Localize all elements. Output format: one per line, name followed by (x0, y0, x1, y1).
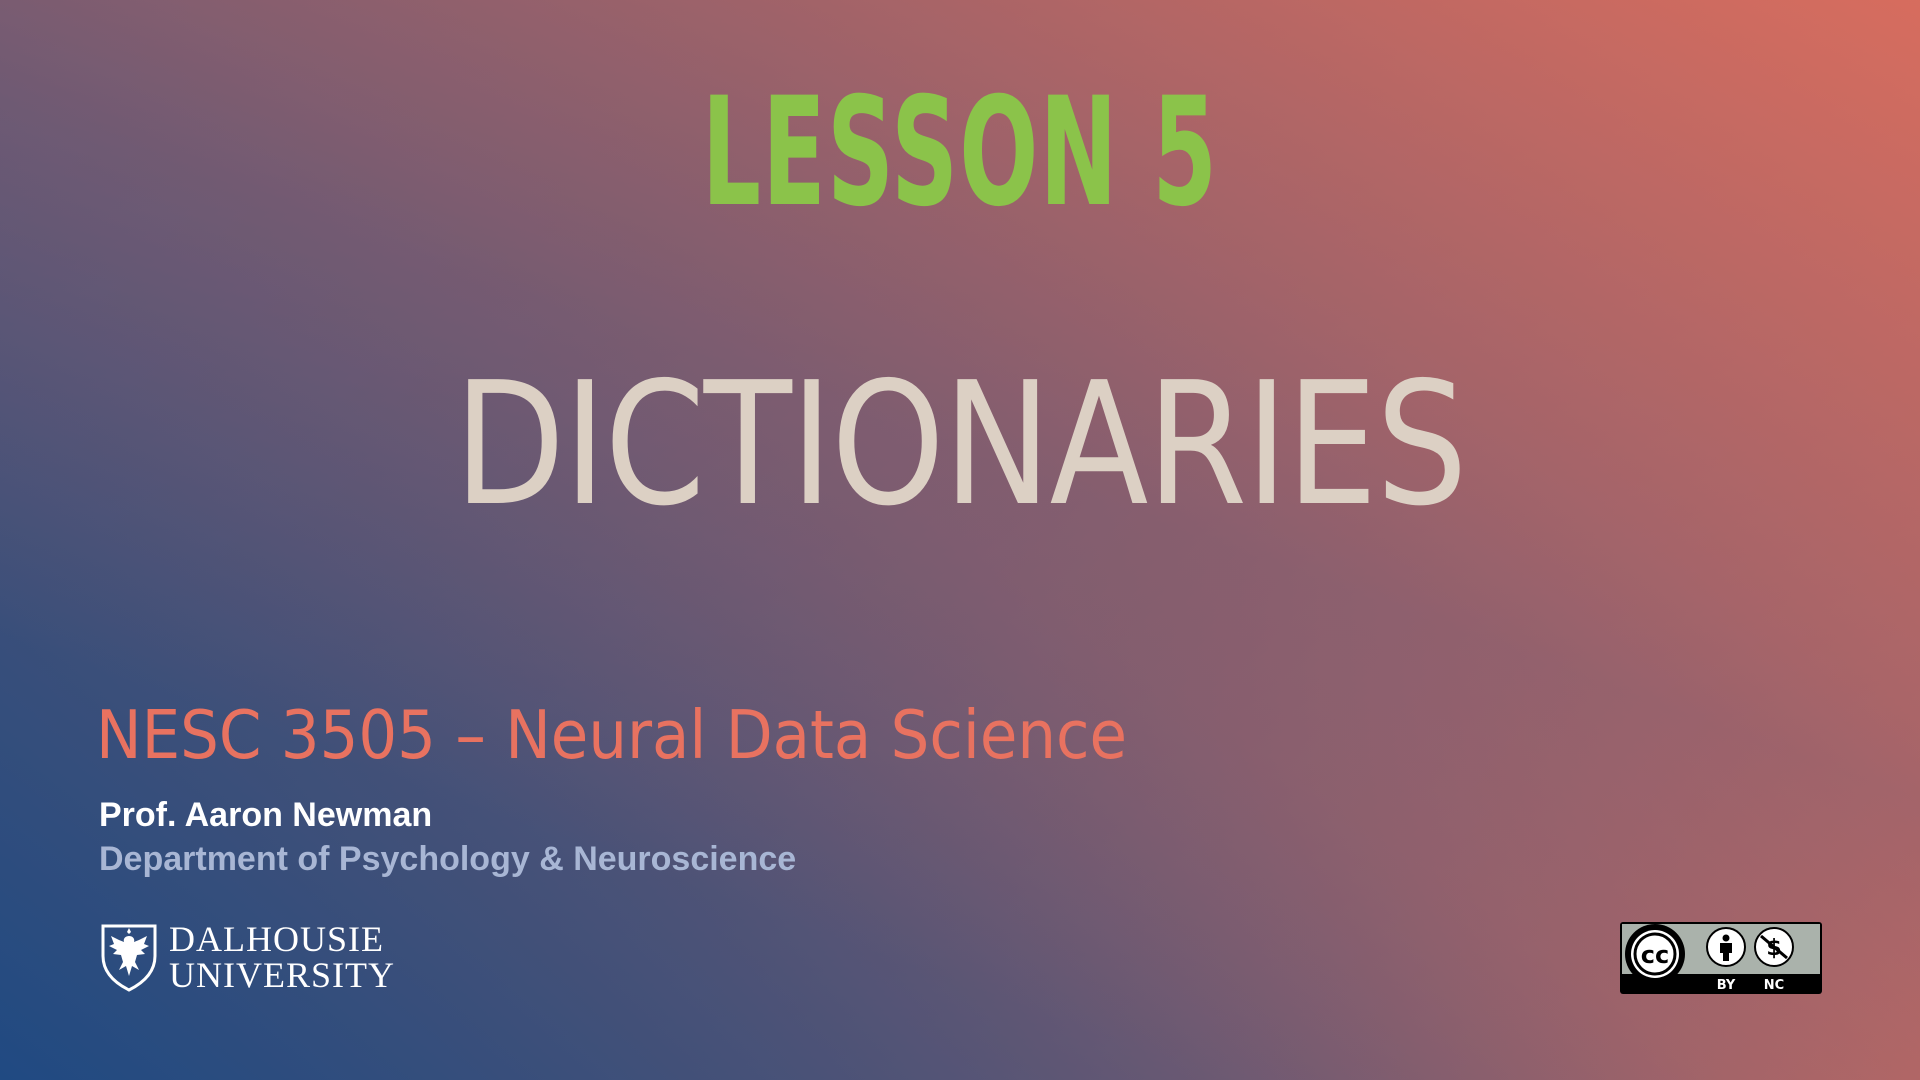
no-commercial-slash-icon (1760, 934, 1788, 960)
cc-license-graphic: cc $ BY NC (1622, 924, 1820, 993)
logo-line-1: DALHOUSIE (169, 919, 384, 959)
by-label: BY (1717, 978, 1736, 993)
creative-commons-by-nc-icon: cc $ BY NC (1620, 922, 1822, 994)
slide-title: DICTIONARIES (453, 346, 1468, 544)
department-name: Department of Psychology & Neuroscience (99, 840, 797, 878)
cc-mark: cc (1641, 941, 1669, 969)
logo-line-2: UNIVERSITY (169, 955, 395, 995)
dalhousie-crest-icon (101, 924, 157, 992)
lesson-number: LESSON 5 (701, 66, 1219, 240)
instructor-name: Prof. Aaron Newman (99, 796, 433, 834)
person-icon (1722, 934, 1730, 942)
nc-label: NC (1764, 978, 1784, 993)
dalhousie-logo: DALHOUSIE UNIVERSITY (99, 919, 395, 995)
course-name: NESC 3505 – Neural Data Science (96, 696, 1128, 774)
